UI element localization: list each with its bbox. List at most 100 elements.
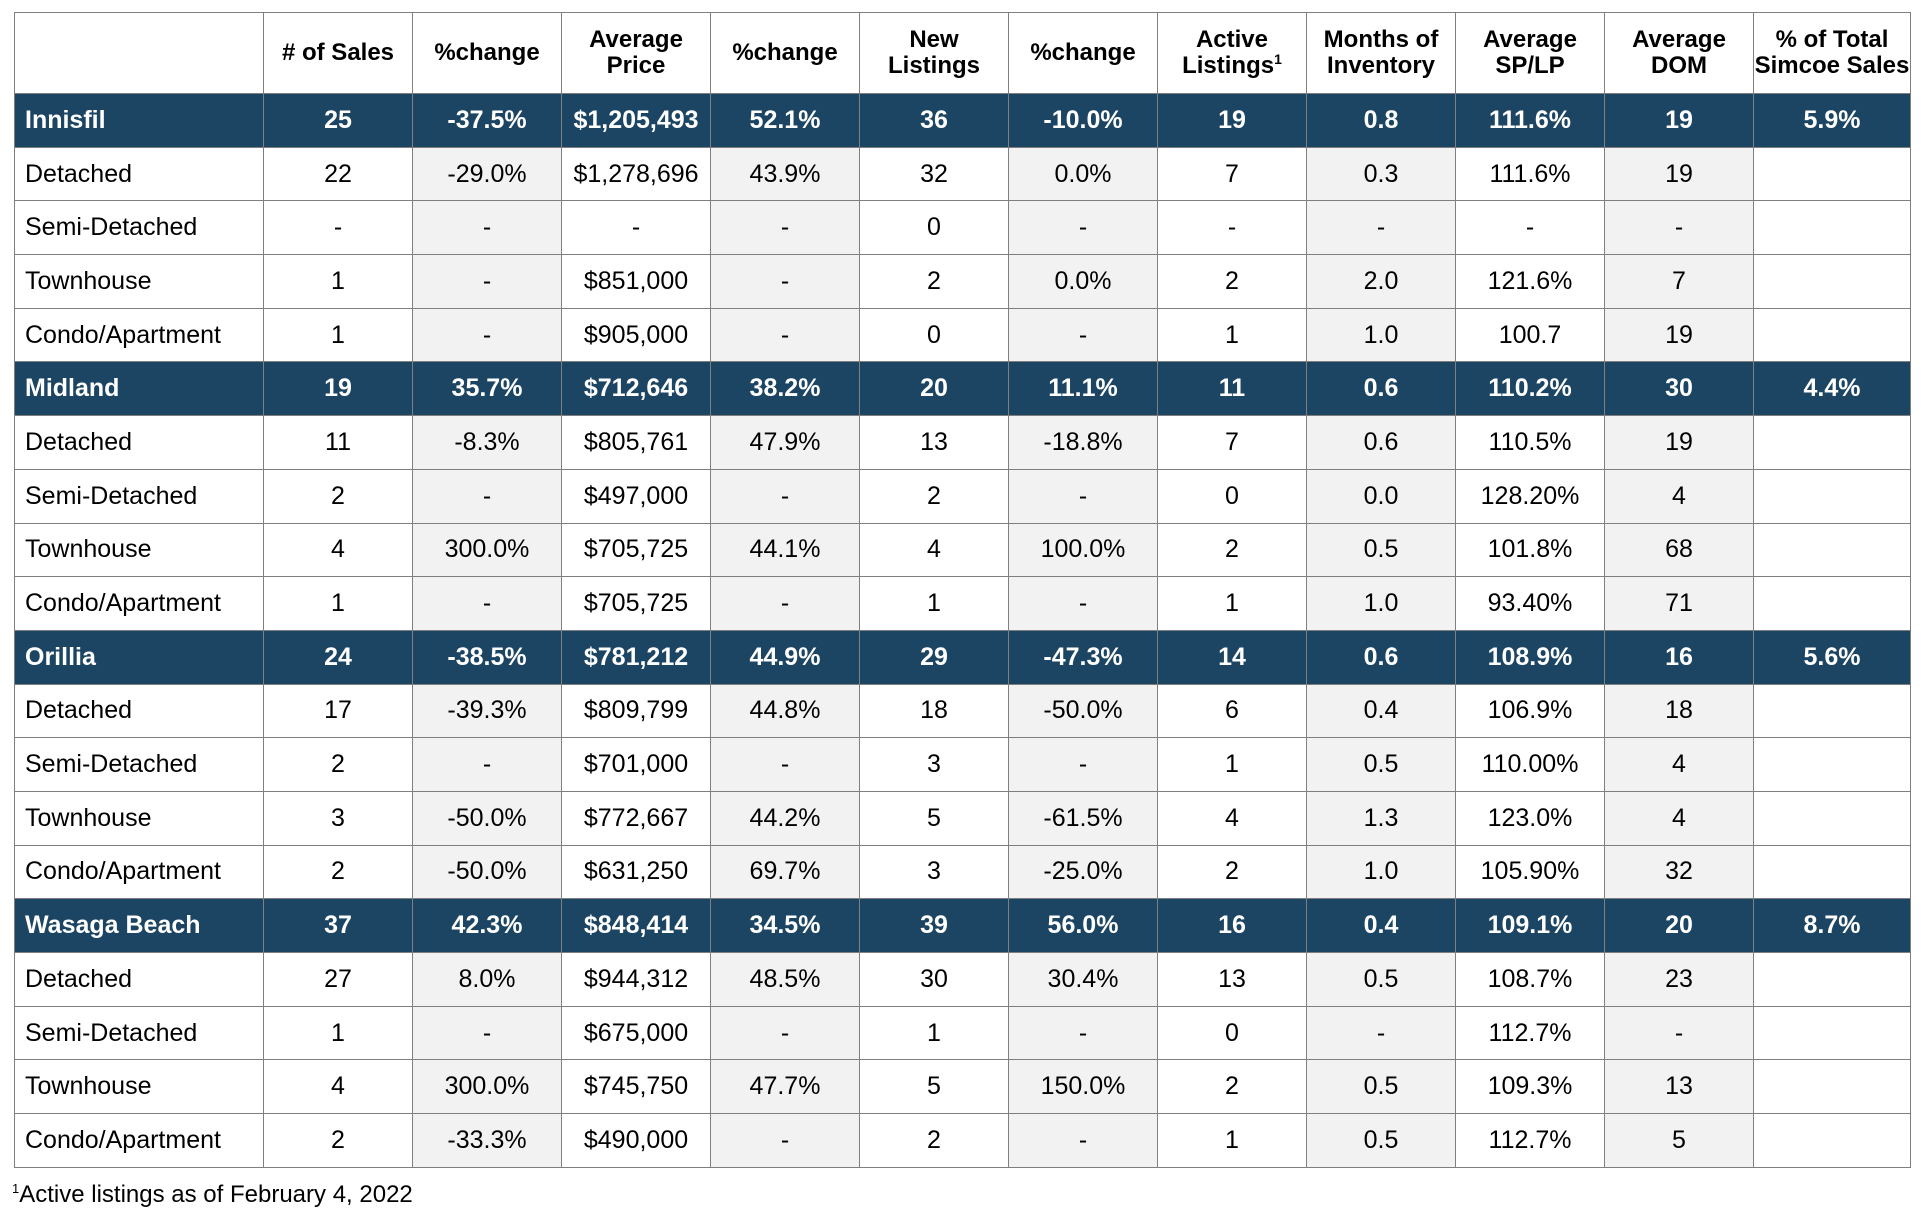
table-cell: -33.3% bbox=[412, 1113, 562, 1168]
column-header: %change bbox=[710, 12, 860, 94]
table-cell: -47.3% bbox=[1008, 629, 1158, 685]
table-cell: 121.6% bbox=[1455, 254, 1605, 309]
table-cell: 0.6 bbox=[1306, 361, 1456, 417]
table-cell: 0.5 bbox=[1306, 1113, 1456, 1168]
header-row: # of Sales %change Average Price %change New… bbox=[14, 12, 1911, 94]
table-cell: 38.2% bbox=[710, 361, 860, 417]
table-cell: 109.3% bbox=[1455, 1059, 1605, 1115]
table-cell: 19 bbox=[1604, 93, 1754, 148]
table-cell: 8.7% bbox=[1753, 898, 1911, 953]
table-cell: - bbox=[710, 200, 860, 256]
table-cell: 44.1% bbox=[710, 522, 860, 578]
column-header: # of Sales bbox=[263, 12, 413, 94]
table-cell: 16 bbox=[1157, 898, 1307, 953]
table-cell: 106.9% bbox=[1455, 683, 1605, 739]
table-cell: - bbox=[412, 468, 562, 524]
area-summary-row: Wasaga Beach 37 42.3% $848,414 34.5% 39 56.0% 1… bbox=[14, 898, 1911, 953]
table-cell: 123.0% bbox=[1455, 790, 1605, 846]
column-header-label: Active Listings bbox=[1182, 26, 1275, 79]
table-cell: - bbox=[412, 307, 562, 363]
table-cell: 0.4 bbox=[1306, 683, 1456, 739]
table-cell: 109.1% bbox=[1455, 898, 1605, 953]
table-cell: $944,312 bbox=[561, 952, 711, 1007]
column-header-label: Average Price bbox=[589, 26, 683, 79]
table-cell: 1 bbox=[859, 576, 1009, 631]
table-cell: -10.0% bbox=[1008, 93, 1158, 148]
property-type-cell: Semi-Detached bbox=[14, 737, 264, 792]
table-cell: 0 bbox=[859, 307, 1009, 363]
table-cell: - bbox=[710, 576, 860, 631]
table-cell: 2 bbox=[263, 737, 413, 792]
table-cell: -25.0% bbox=[1008, 844, 1158, 900]
property-type-cell: Semi-Detached bbox=[14, 200, 264, 256]
table-cell: 7 bbox=[1157, 415, 1307, 470]
table-cell: - bbox=[710, 468, 860, 524]
area-name-cell: Innisfil bbox=[14, 93, 264, 148]
table-cell: 48.5% bbox=[710, 952, 860, 1007]
table-cell: 111.6% bbox=[1455, 146, 1605, 202]
table-cell: 300.0% bbox=[412, 1059, 562, 1115]
table-cell: 112.7% bbox=[1455, 1113, 1605, 1168]
property-type-row: Detached 17 -39.3% $809,799 44.8% 18 -50.0% 6 0.… bbox=[14, 683, 1911, 739]
table-cell: 16 bbox=[1604, 629, 1754, 685]
table-cell: 0.3 bbox=[1306, 146, 1456, 202]
table-cell: 0.6 bbox=[1306, 629, 1456, 685]
property-type-row: Detached 11 -8.3% $805,761 47.9% 13 -18.8% 7 0.6… bbox=[14, 415, 1911, 470]
table-cell: - bbox=[1008, 576, 1158, 631]
table-cell: -38.5% bbox=[412, 629, 562, 685]
table-cell: $851,000 bbox=[561, 254, 711, 309]
table-cell: 35.7% bbox=[412, 361, 562, 417]
table-cell: 3 bbox=[859, 737, 1009, 792]
table-cell: 0 bbox=[859, 200, 1009, 256]
table-cell: - bbox=[710, 307, 860, 363]
table-cell: 52.1% bbox=[710, 93, 860, 148]
table-cell: 32 bbox=[1604, 844, 1754, 900]
table-cell: - bbox=[412, 254, 562, 309]
table-cell: 2 bbox=[859, 468, 1009, 524]
table-cell: 4 bbox=[263, 1059, 413, 1115]
table-cell: 8.0% bbox=[412, 952, 562, 1007]
area-summary-row: Innisfil 25 -37.5% $1,205,493 52.1% 36 -10.0% 1… bbox=[14, 93, 1911, 148]
table-cell: $781,212 bbox=[561, 629, 711, 685]
table-cell: 5 bbox=[859, 1059, 1009, 1115]
table-cell: 43.9% bbox=[710, 146, 860, 202]
table-cell: 5.6% bbox=[1753, 629, 1911, 685]
property-type-cell: Condo/Apartment bbox=[14, 1113, 264, 1168]
table-cell: 39 bbox=[859, 898, 1009, 953]
column-header: %change bbox=[1008, 12, 1158, 94]
table-cell: 1.0 bbox=[1306, 576, 1456, 631]
column-header-label: Months of Inventory bbox=[1323, 26, 1439, 79]
table-cell: - bbox=[412, 737, 562, 792]
table-cell: 11 bbox=[1157, 361, 1307, 417]
table-cell: 108.9% bbox=[1455, 629, 1605, 685]
property-type-row: Detached 27 8.0% $944,312 48.5% 30 30.4% 13 0.5 1… bbox=[14, 952, 1911, 1007]
table-cell: 0.5 bbox=[1306, 737, 1456, 792]
table-cell: 1 bbox=[1157, 737, 1307, 792]
table-cell: 17 bbox=[263, 683, 413, 739]
table-cell: 1 bbox=[859, 1005, 1009, 1061]
footnote-marker: 1 bbox=[12, 1181, 20, 1196]
table-cell bbox=[1753, 307, 1911, 363]
table-cell: - bbox=[1157, 200, 1307, 256]
table-cell: 68 bbox=[1604, 522, 1754, 578]
table-cell: 36 bbox=[859, 93, 1009, 148]
table-cell bbox=[1753, 200, 1911, 256]
table-cell: 5 bbox=[859, 790, 1009, 846]
area-summary-row: Orillia 24 -38.5% $781,212 44.9% 29 -47.3% 14 0.… bbox=[14, 629, 1911, 685]
table-cell: 22 bbox=[263, 146, 413, 202]
table-cell: 18 bbox=[859, 683, 1009, 739]
table-cell: 24 bbox=[263, 629, 413, 685]
table-cell: 20 bbox=[859, 361, 1009, 417]
market-statistics-table: # of Sales %change Average Price %change New… bbox=[14, 12, 1911, 1168]
table-cell: 1 bbox=[1157, 1113, 1307, 1168]
property-type-row: Townhouse 1- $851,000-2 0.0% 2 2.0 121.6% 7 bbox=[14, 254, 1911, 309]
property-type-row: Detached 22 -29.0% $1,278,696 43.9% 32 0.0% 7 0.… bbox=[14, 146, 1911, 202]
table-cell: -50.0% bbox=[412, 844, 562, 900]
table-cell: 0.5 bbox=[1306, 522, 1456, 578]
table-cell: $675,000 bbox=[561, 1005, 711, 1061]
table-cell: 3 bbox=[263, 790, 413, 846]
property-type-row: Semi-Detached 1- $675,000-1-0-112.7% - bbox=[14, 1005, 1911, 1061]
table-cell: $1,278,696 bbox=[561, 146, 711, 202]
table-cell: 1 bbox=[1157, 576, 1307, 631]
table-cell: - bbox=[1306, 200, 1456, 256]
